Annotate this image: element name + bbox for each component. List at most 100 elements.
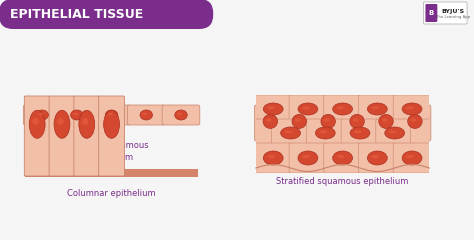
Ellipse shape xyxy=(324,118,329,122)
FancyBboxPatch shape xyxy=(324,95,362,123)
FancyBboxPatch shape xyxy=(128,105,165,125)
FancyBboxPatch shape xyxy=(24,96,50,176)
Ellipse shape xyxy=(298,103,318,115)
Ellipse shape xyxy=(367,151,387,165)
Ellipse shape xyxy=(321,114,336,128)
FancyBboxPatch shape xyxy=(255,143,292,173)
Ellipse shape xyxy=(302,155,310,158)
Bar xyxy=(25,169,198,177)
Ellipse shape xyxy=(298,151,318,165)
Bar xyxy=(25,115,198,119)
Ellipse shape xyxy=(73,113,78,115)
Ellipse shape xyxy=(410,118,416,122)
Ellipse shape xyxy=(353,118,358,122)
Ellipse shape xyxy=(367,103,387,115)
FancyBboxPatch shape xyxy=(99,96,125,176)
FancyBboxPatch shape xyxy=(74,96,100,176)
Ellipse shape xyxy=(333,151,353,165)
FancyBboxPatch shape xyxy=(399,105,431,141)
FancyBboxPatch shape xyxy=(162,105,200,125)
Ellipse shape xyxy=(379,114,393,128)
Ellipse shape xyxy=(79,110,95,138)
FancyBboxPatch shape xyxy=(289,143,327,173)
Bar xyxy=(25,105,198,109)
FancyBboxPatch shape xyxy=(148,96,174,176)
FancyBboxPatch shape xyxy=(393,143,431,173)
FancyBboxPatch shape xyxy=(306,119,344,147)
Bar xyxy=(25,105,198,109)
FancyBboxPatch shape xyxy=(324,143,362,173)
Ellipse shape xyxy=(337,155,345,158)
Ellipse shape xyxy=(372,106,379,109)
Ellipse shape xyxy=(128,110,144,138)
Ellipse shape xyxy=(175,110,187,120)
Bar xyxy=(256,105,429,109)
Bar xyxy=(25,99,198,105)
Ellipse shape xyxy=(333,103,353,115)
Text: BYJU'S: BYJU'S xyxy=(442,8,465,13)
Bar xyxy=(256,99,429,105)
Ellipse shape xyxy=(181,118,188,125)
Ellipse shape xyxy=(153,110,169,138)
Text: The Learning App: The Learning App xyxy=(436,15,470,19)
Ellipse shape xyxy=(389,130,397,133)
FancyBboxPatch shape xyxy=(376,119,413,147)
Ellipse shape xyxy=(292,114,307,128)
FancyBboxPatch shape xyxy=(173,96,199,176)
Ellipse shape xyxy=(350,114,365,128)
FancyBboxPatch shape xyxy=(423,2,467,24)
Bar xyxy=(25,109,198,115)
FancyBboxPatch shape xyxy=(23,105,61,125)
FancyBboxPatch shape xyxy=(49,96,75,176)
FancyBboxPatch shape xyxy=(410,119,448,147)
Ellipse shape xyxy=(295,118,301,122)
FancyBboxPatch shape xyxy=(426,4,438,22)
FancyBboxPatch shape xyxy=(272,119,310,147)
Ellipse shape xyxy=(38,113,44,115)
FancyBboxPatch shape xyxy=(370,105,402,141)
Ellipse shape xyxy=(54,110,70,138)
Ellipse shape xyxy=(104,110,119,138)
FancyBboxPatch shape xyxy=(93,105,130,125)
Ellipse shape xyxy=(71,110,83,120)
Ellipse shape xyxy=(382,118,387,122)
Ellipse shape xyxy=(402,151,422,165)
FancyBboxPatch shape xyxy=(0,0,213,29)
FancyBboxPatch shape xyxy=(341,105,373,141)
Ellipse shape xyxy=(29,110,45,138)
FancyBboxPatch shape xyxy=(58,105,96,125)
Ellipse shape xyxy=(406,106,414,109)
Ellipse shape xyxy=(267,106,275,109)
FancyBboxPatch shape xyxy=(283,105,315,141)
FancyBboxPatch shape xyxy=(123,96,149,176)
FancyBboxPatch shape xyxy=(358,95,396,123)
Ellipse shape xyxy=(372,155,379,158)
Ellipse shape xyxy=(36,110,48,120)
Text: Simple squamous
epithelium: Simple squamous epithelium xyxy=(74,141,149,162)
FancyBboxPatch shape xyxy=(237,119,275,147)
Ellipse shape xyxy=(284,130,292,133)
Ellipse shape xyxy=(302,106,310,109)
Text: B: B xyxy=(429,10,434,16)
FancyBboxPatch shape xyxy=(255,105,286,141)
Text: Columnar epithelium: Columnar epithelium xyxy=(67,189,156,198)
Ellipse shape xyxy=(143,113,147,115)
Ellipse shape xyxy=(266,118,272,122)
FancyBboxPatch shape xyxy=(289,95,327,123)
Bar xyxy=(256,105,429,109)
Ellipse shape xyxy=(350,127,370,139)
Ellipse shape xyxy=(267,155,275,158)
Ellipse shape xyxy=(82,118,88,125)
Ellipse shape xyxy=(281,127,301,139)
Text: EPITHELIAL TISSUE: EPITHELIAL TISSUE xyxy=(10,7,143,20)
Bar xyxy=(256,95,429,99)
Ellipse shape xyxy=(315,127,335,139)
Ellipse shape xyxy=(263,151,283,165)
Bar xyxy=(256,109,429,115)
Ellipse shape xyxy=(57,118,64,125)
Ellipse shape xyxy=(108,113,113,115)
Ellipse shape xyxy=(177,113,182,115)
Ellipse shape xyxy=(263,114,278,128)
FancyBboxPatch shape xyxy=(358,143,396,173)
Ellipse shape xyxy=(354,130,362,133)
